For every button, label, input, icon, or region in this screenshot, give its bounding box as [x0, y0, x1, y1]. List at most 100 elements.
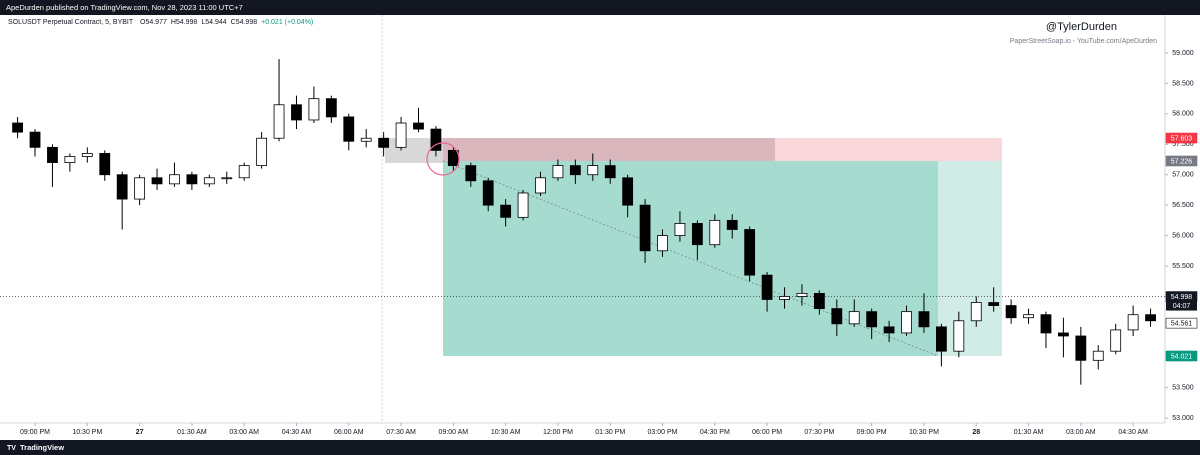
top-bar	[0, 0, 1200, 15]
candle-body	[935, 326, 947, 352]
candle-body	[465, 165, 477, 182]
candle-body	[99, 153, 111, 176]
price-badge-label: 54.998	[1171, 294, 1193, 301]
symbol: SOLUSDT Perpetual Contract, 5, BYBIT	[8, 19, 134, 26]
x-tick-label: 01:30 AM	[177, 429, 207, 436]
price-badge-label: 54.021	[1171, 353, 1193, 360]
candle-body	[169, 174, 180, 185]
candle-body	[1005, 305, 1017, 319]
candle-body	[378, 137, 390, 148]
watermark: @TylerDurden	[1046, 21, 1117, 33]
y-tick-label: 55.500	[1172, 263, 1194, 270]
candle-body	[291, 104, 302, 121]
candle-body	[81, 153, 93, 157]
candle-body	[831, 308, 843, 325]
brand-logo: TV	[7, 445, 16, 452]
x-tick-label: 04:30 PM	[700, 429, 730, 436]
candle-body	[1092, 350, 1104, 361]
y-tick-label: 58.000	[1172, 111, 1194, 118]
price-badge	[1165, 155, 1198, 167]
candle-body	[848, 311, 860, 325]
candle-body	[587, 165, 599, 176]
candle-body	[343, 116, 355, 142]
legend-value: H54.998	[171, 19, 198, 26]
x-tick-label: 09:00 AM	[439, 429, 469, 436]
x-tick-label: 03:00 AM	[229, 429, 259, 436]
candle-body	[779, 296, 790, 300]
legend-value: +0.021 (+0.04%)	[261, 19, 313, 26]
candle-body	[151, 177, 163, 185]
candle-body	[883, 326, 895, 334]
candle-body	[918, 311, 930, 328]
price-badge-label: 57.603	[1171, 135, 1193, 142]
y-tick-label: 57.000	[1172, 172, 1194, 179]
candle-body	[709, 219, 721, 246]
x-tick-label: 01:30 PM	[595, 429, 625, 436]
price-badge	[1165, 132, 1198, 144]
x-tick-label: 07:30 PM	[804, 429, 834, 436]
candle-body	[116, 174, 128, 200]
candle-body	[953, 320, 965, 352]
candle-body	[1110, 329, 1122, 352]
candle-body	[726, 219, 738, 230]
y-tick-label: 59.000	[1172, 50, 1194, 57]
price-badge	[1165, 317, 1198, 329]
y-tick-label: 57.500	[1172, 141, 1194, 148]
x-tick-label: 06:00 PM	[752, 429, 782, 436]
candle-body	[447, 149, 459, 167]
candle-body	[47, 146, 58, 163]
candle-body	[29, 131, 41, 148]
candle-body	[813, 292, 825, 310]
x-tick-label: 28	[972, 429, 980, 436]
price-badge-label: 54.561	[1171, 320, 1193, 327]
y-tick-label: 56.000	[1172, 232, 1194, 239]
candle-body	[1127, 314, 1139, 331]
x-tick-label: 07:30 AM	[386, 429, 416, 436]
candle-body	[657, 235, 668, 252]
candle-body	[221, 177, 233, 180]
x-tick-label: 12:00 PM	[543, 429, 573, 436]
footer-bar	[0, 440, 1200, 455]
y-tick-label: 56.500	[1172, 202, 1194, 209]
price-badge	[1165, 350, 1198, 362]
candle-body	[325, 98, 337, 118]
x-tick-label: 03:00 AM	[1066, 429, 1096, 436]
countdown: 04:07	[1173, 303, 1191, 310]
candle-body	[430, 128, 442, 151]
candle-body	[256, 137, 268, 167]
candle-body	[517, 192, 529, 218]
brand: TradingView	[20, 443, 64, 452]
legend-value: C54.998	[231, 19, 258, 26]
candle-body	[273, 104, 285, 139]
x-tick-label: 10:30 PM	[72, 429, 102, 436]
x-tick-label: 03:00 PM	[648, 429, 678, 436]
candle-body	[203, 177, 215, 185]
candle-body	[552, 165, 564, 179]
x-tick-label: 09:00 PM	[857, 429, 887, 436]
publisher: ApeDurden published on TradingView.com, …	[6, 3, 243, 12]
candle-body	[674, 223, 686, 236]
candle-body	[500, 204, 512, 218]
candle-body	[866, 311, 878, 328]
candle-body	[1058, 332, 1069, 337]
candle-body	[535, 177, 546, 194]
candle-body	[569, 165, 581, 176]
candle-body	[134, 177, 146, 200]
countdown-bg	[1166, 301, 1197, 311]
x-tick-label: 10:30 AM	[491, 429, 521, 436]
y-tick-label: 53.000	[1172, 415, 1194, 422]
candle-body	[761, 274, 773, 300]
candle-body	[1075, 335, 1087, 361]
watermark-subtitle: PaperStreetSoap.io - YouTube.com/ApeDurd…	[1010, 38, 1157, 45]
candle-body	[413, 122, 424, 130]
legend-value: L54.944	[201, 19, 226, 26]
x-tick-label: 01:30 AM	[1014, 429, 1044, 436]
x-tick-label: 04:30 AM	[282, 429, 312, 436]
y-tick-label: 58.500	[1172, 80, 1194, 87]
candle-body	[988, 302, 1000, 306]
candle-body	[744, 229, 756, 276]
x-tick-label: 10:30 PM	[909, 429, 939, 436]
candle-body	[308, 98, 320, 121]
x-tick-label: 06:00 AM	[334, 429, 364, 436]
